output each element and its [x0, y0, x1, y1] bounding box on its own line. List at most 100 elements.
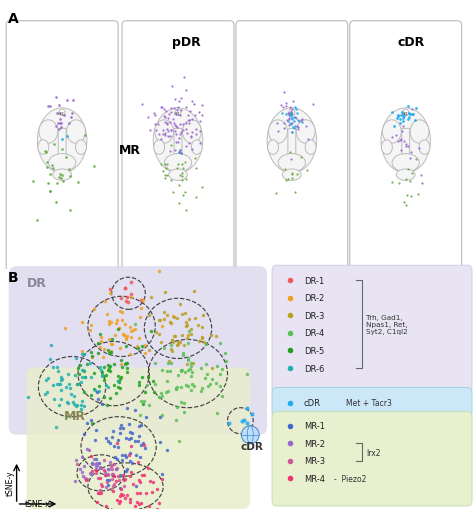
Point: [104, 437, 112, 445]
Point: [87, 391, 94, 400]
Point: [71, 371, 78, 379]
Point: [68, 109, 75, 118]
Point: [80, 350, 87, 358]
Point: [177, 367, 184, 376]
Point: [117, 485, 125, 493]
Point: [392, 131, 400, 139]
Point: [60, 112, 68, 120]
Point: [389, 109, 396, 117]
Point: [53, 380, 61, 388]
Point: [408, 170, 416, 178]
Point: [158, 104, 165, 112]
Text: A: A: [8, 12, 18, 26]
Point: [76, 465, 83, 473]
Text: B: B: [8, 271, 18, 285]
Point: [127, 434, 135, 442]
Point: [402, 143, 410, 151]
Ellipse shape: [396, 169, 415, 181]
Point: [97, 464, 105, 472]
Point: [283, 177, 290, 185]
Point: [93, 498, 101, 506]
Point: [104, 401, 111, 409]
Point: [91, 369, 98, 377]
Point: [152, 328, 159, 336]
Point: [279, 103, 287, 111]
Point: [123, 404, 131, 412]
Point: [90, 456, 98, 464]
Point: [167, 142, 175, 150]
Point: [97, 366, 105, 375]
Point: [97, 337, 105, 345]
Point: [198, 333, 206, 342]
Point: [120, 331, 128, 339]
Point: [216, 371, 224, 379]
Point: [112, 319, 119, 327]
Point: [49, 363, 56, 371]
Ellipse shape: [410, 121, 429, 144]
Point: [142, 413, 149, 421]
Ellipse shape: [283, 169, 301, 181]
Point: [286, 399, 294, 407]
Point: [286, 149, 294, 157]
Point: [101, 471, 109, 479]
Ellipse shape: [296, 121, 315, 144]
Point: [108, 335, 116, 343]
Point: [287, 111, 295, 119]
Point: [163, 378, 170, 386]
FancyBboxPatch shape: [58, 129, 66, 167]
Point: [107, 366, 114, 375]
Text: DR-6: DR-6: [304, 364, 324, 373]
Point: [292, 123, 299, 131]
Point: [142, 489, 150, 497]
Point: [49, 164, 57, 173]
Point: [139, 439, 146, 447]
Point: [185, 120, 193, 128]
Point: [399, 111, 407, 120]
Text: DR-3: DR-3: [304, 312, 324, 320]
Point: [177, 95, 185, 103]
Point: [121, 360, 129, 369]
Point: [91, 386, 99, 394]
Point: [195, 337, 203, 346]
Point: [180, 399, 188, 407]
Point: [95, 387, 103, 395]
Point: [292, 105, 300, 114]
Point: [201, 374, 209, 382]
Point: [173, 123, 181, 131]
Text: aq.: aq.: [401, 110, 410, 116]
Point: [72, 477, 79, 485]
Point: [196, 140, 204, 148]
Ellipse shape: [53, 169, 72, 181]
Point: [177, 366, 185, 374]
Point: [289, 115, 296, 123]
Point: [289, 124, 297, 132]
Point: [65, 120, 73, 128]
Point: [135, 432, 142, 440]
Point: [45, 103, 52, 111]
Point: [396, 136, 404, 145]
Text: cDR: cDR: [397, 36, 424, 49]
Point: [80, 389, 88, 397]
Point: [77, 405, 85, 413]
Point: [282, 111, 290, 119]
Point: [143, 382, 150, 390]
Point: [95, 459, 103, 467]
Point: [288, 108, 295, 116]
Point: [62, 154, 70, 162]
Point: [171, 146, 179, 154]
Point: [97, 474, 104, 482]
Point: [112, 389, 120, 397]
Point: [285, 122, 292, 130]
Point: [398, 146, 405, 154]
Point: [164, 446, 171, 455]
Point: [163, 121, 171, 129]
Point: [111, 453, 119, 461]
Point: [281, 166, 289, 174]
Point: [157, 338, 164, 346]
Point: [179, 351, 186, 359]
Point: [287, 155, 295, 163]
Point: [394, 112, 401, 120]
Point: [117, 356, 124, 364]
Point: [175, 199, 182, 207]
Point: [126, 420, 133, 429]
